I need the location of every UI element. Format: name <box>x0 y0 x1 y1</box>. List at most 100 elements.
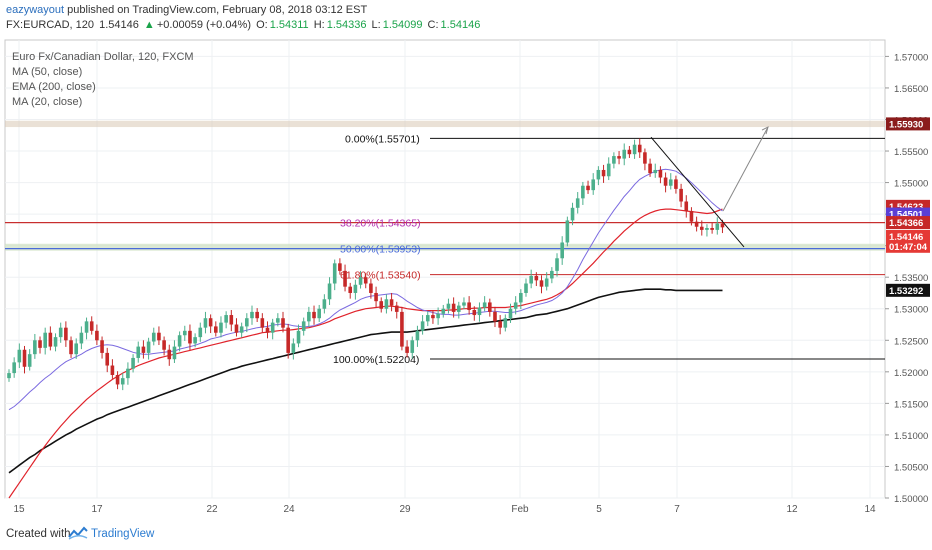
candle-body <box>389 299 394 306</box>
candle-body <box>53 337 58 347</box>
candle-body <box>203 318 208 328</box>
price-axis[interactable]: 1.570001.565001.560001.555001.550001.545… <box>885 52 930 505</box>
x-tick-label: 7 <box>674 504 680 515</box>
candle-body <box>229 315 234 325</box>
high-label: H: <box>313 19 325 31</box>
candle-body <box>539 280 544 287</box>
candle-body <box>69 340 73 355</box>
candle-body <box>245 318 249 327</box>
low-value: 1.54099 <box>382 19 423 31</box>
candle-body <box>400 311 404 347</box>
candle-body <box>705 227 709 230</box>
candle-body <box>488 302 492 312</box>
price-tag <box>886 216 930 230</box>
candle-body <box>348 286 353 293</box>
candle-body <box>224 315 228 323</box>
candle-body <box>596 169 601 180</box>
grid <box>5 40 885 499</box>
tradingview-logo-icon <box>68 526 88 540</box>
footer: Created with TradingView <box>0 520 932 550</box>
candle-body <box>198 327 203 338</box>
ma20-path <box>8 168 723 411</box>
candle-body <box>157 332 161 341</box>
candle-body <box>126 368 130 379</box>
zones <box>5 120 885 251</box>
candle-body <box>110 365 115 375</box>
candle-body <box>694 221 699 227</box>
candle-body <box>529 275 533 284</box>
y-tick-label: 1.52500 <box>894 336 928 347</box>
candle-body <box>425 315 430 322</box>
high-value: 1.54336 <box>326 19 367 31</box>
candle-body <box>653 169 658 174</box>
candle-body <box>374 292 378 302</box>
fib-label: 0.00%(1.55701) <box>345 133 420 145</box>
y-tick-label: 1.53000 <box>894 305 928 316</box>
author-link[interactable]: eazywayout <box>6 4 65 16</box>
candle-body <box>410 340 415 353</box>
candle-body <box>456 305 461 312</box>
candle-body <box>276 318 280 323</box>
x-tick-label: 15 <box>13 504 25 515</box>
legend-ma20: MA (20, close) <box>12 96 82 108</box>
price-tag-label: 1.54146 <box>889 232 923 243</box>
candle-body <box>177 335 182 347</box>
projection-arrow-head <box>761 126 769 135</box>
candle-body <box>182 330 187 336</box>
candle-body <box>586 185 590 191</box>
candle-body <box>172 346 177 360</box>
candle-body <box>420 321 425 331</box>
candle-body <box>332 263 337 284</box>
candle-body <box>544 278 549 287</box>
candle-body <box>493 311 497 322</box>
candle-body <box>612 156 616 164</box>
drawings <box>650 126 769 248</box>
candle-body <box>151 332 156 342</box>
candle-body <box>498 321 502 328</box>
legend-title: Euro Fx/Canadian Dollar, 120, FXCM <box>12 51 194 63</box>
candle-body <box>622 149 627 159</box>
candle-body <box>296 330 301 344</box>
candle-body <box>270 322 275 333</box>
candle-body <box>606 163 611 177</box>
candle-body <box>17 349 22 363</box>
symbol-label: FX:EURCAD, 120 <box>6 19 95 31</box>
up-arrow-icon: ▲ <box>143 19 155 31</box>
candle-body <box>513 302 518 309</box>
candle-body <box>503 318 508 328</box>
candle-body <box>286 327 290 353</box>
candle-body <box>684 201 689 211</box>
candle-body <box>441 308 446 314</box>
x-tick-label: 5 <box>596 504 602 515</box>
price-chart[interactable]: 0.00%(1.55701) 38.20%(1.54365) 50.00%(1.53… <box>0 36 932 520</box>
candle-body <box>84 321 89 333</box>
candle-body <box>560 242 564 259</box>
candle-body <box>120 378 125 385</box>
candle-body <box>291 343 296 353</box>
candle-body <box>699 226 704 230</box>
y-tick-label: 1.55500 <box>894 147 928 158</box>
candle-body <box>519 292 523 303</box>
candle-body <box>446 303 451 309</box>
candle-body <box>353 284 358 293</box>
price-tag <box>886 239 930 253</box>
candle-body <box>260 318 265 328</box>
candle-body <box>188 330 192 344</box>
price-tag-label: 1.54623 <box>889 202 923 213</box>
candles <box>7 138 725 391</box>
candle-body <box>338 263 342 271</box>
candle-body <box>565 220 570 243</box>
candle-body <box>327 283 332 300</box>
candle-body <box>100 340 104 353</box>
candle-body <box>581 185 585 199</box>
y-tick-label: 1.50500 <box>894 462 928 473</box>
time-axis[interactable]: 15 17 22 24 29 Feb 5 7 12 14 <box>13 504 876 515</box>
candle-body <box>477 307 482 316</box>
candle-body <box>570 207 575 221</box>
ema200-path <box>8 288 723 474</box>
candle-body <box>679 188 683 202</box>
candle-body <box>415 330 420 341</box>
candle-body <box>601 169 606 177</box>
tradingview-link[interactable]: TradingView <box>91 528 155 540</box>
legend-ma50: MA (50, close) <box>12 66 82 78</box>
